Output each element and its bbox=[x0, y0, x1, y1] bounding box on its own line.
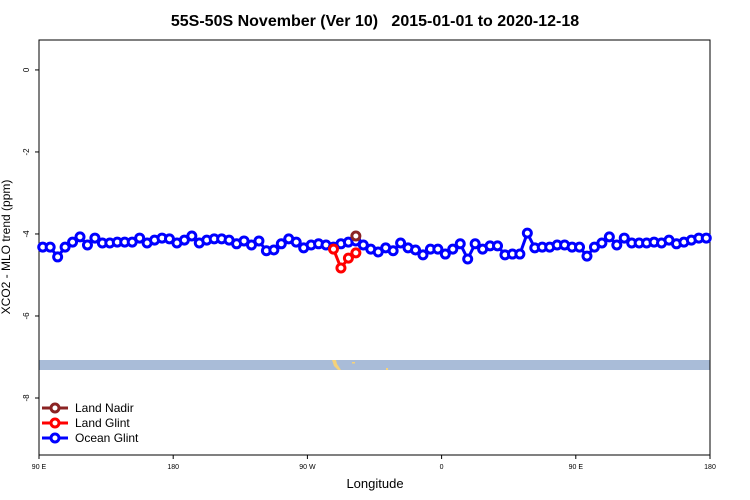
point bbox=[439, 248, 451, 260]
y-tick-label: -8 bbox=[22, 394, 31, 402]
x-tick-label: 0 bbox=[440, 464, 444, 471]
point bbox=[469, 238, 481, 250]
point bbox=[611, 239, 623, 251]
point bbox=[387, 245, 399, 257]
point bbox=[700, 232, 712, 244]
x-tick-label: 180 bbox=[167, 464, 179, 471]
point bbox=[342, 252, 354, 264]
point bbox=[327, 243, 339, 255]
point bbox=[581, 250, 593, 262]
chart-title: 55S-50S November (Ver 10) 2015-01-01 to … bbox=[171, 13, 579, 30]
point bbox=[432, 243, 444, 255]
point bbox=[253, 235, 265, 247]
legend-label: Land Glint bbox=[75, 416, 130, 430]
point bbox=[89, 232, 101, 244]
legend-label: Ocean Glint bbox=[75, 431, 139, 445]
land-mark bbox=[352, 362, 355, 364]
point bbox=[268, 244, 280, 256]
point bbox=[81, 239, 93, 251]
land-mark bbox=[332, 360, 341, 370]
point bbox=[52, 251, 64, 263]
legend-marker bbox=[49, 417, 61, 429]
y-tick-label: -2 bbox=[22, 148, 31, 156]
legend-marker bbox=[49, 432, 61, 444]
point bbox=[395, 237, 407, 249]
point bbox=[514, 248, 526, 260]
point bbox=[44, 241, 56, 253]
land-mark bbox=[386, 368, 388, 370]
y-tick-label: -6 bbox=[22, 312, 31, 320]
point bbox=[618, 232, 630, 244]
point bbox=[67, 236, 79, 248]
point bbox=[74, 231, 86, 243]
ocean-band bbox=[39, 360, 710, 370]
point bbox=[335, 262, 347, 274]
point bbox=[574, 241, 586, 253]
point bbox=[462, 253, 474, 265]
point bbox=[275, 238, 287, 250]
point bbox=[59, 241, 71, 253]
x-tick-label: 90 E bbox=[32, 464, 47, 471]
point bbox=[521, 227, 533, 239]
legend-label: Land Nadir bbox=[75, 401, 134, 415]
point bbox=[447, 243, 459, 255]
point bbox=[186, 230, 198, 242]
x-tick-label: 90 E bbox=[569, 464, 584, 471]
point bbox=[350, 230, 362, 242]
legend-marker bbox=[49, 402, 61, 414]
point bbox=[290, 236, 302, 248]
point bbox=[454, 238, 466, 250]
x-tick-label: 90 W bbox=[299, 464, 316, 471]
y-axis-label: XCO2 - MLO trend (ppm) bbox=[0, 180, 13, 315]
point bbox=[134, 232, 146, 244]
y-tick-label: -4 bbox=[22, 230, 31, 238]
point bbox=[596, 237, 608, 249]
point bbox=[417, 249, 429, 261]
point bbox=[492, 240, 504, 252]
x-tick-label: 180 bbox=[704, 464, 716, 471]
y-tick-label: 0 bbox=[22, 67, 31, 72]
point bbox=[410, 244, 422, 256]
point bbox=[350, 247, 362, 259]
point bbox=[603, 231, 615, 243]
x-axis-label: Longitude bbox=[346, 476, 403, 491]
